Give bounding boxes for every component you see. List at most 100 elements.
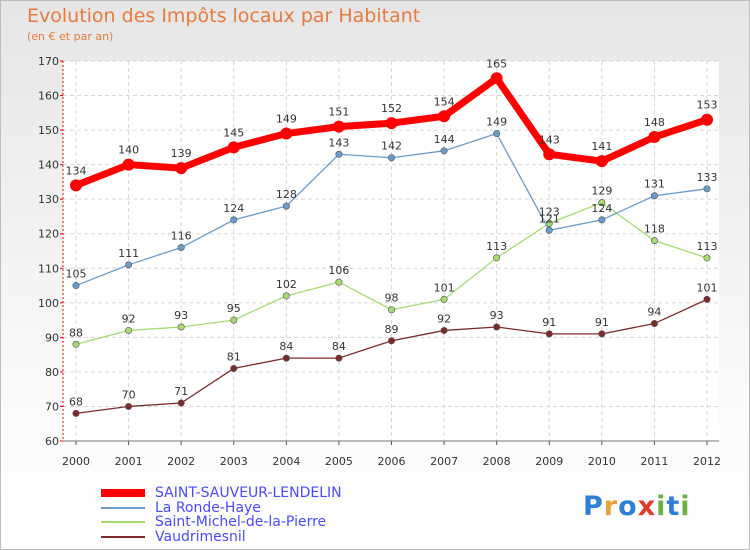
data-label: 133 xyxy=(697,171,718,184)
data-point xyxy=(335,354,343,362)
data-point xyxy=(595,155,608,168)
data-point xyxy=(650,237,658,245)
data-label: 88 xyxy=(69,326,83,339)
data-point xyxy=(177,323,185,331)
data-point xyxy=(230,216,238,224)
data-point xyxy=(282,292,290,300)
data-point xyxy=(227,141,240,154)
data-point xyxy=(280,127,293,140)
data-point xyxy=(125,326,133,334)
x-tick-label: 2002 xyxy=(167,455,195,468)
y-tick-label: 160 xyxy=(38,90,59,103)
data-point xyxy=(650,192,658,200)
data-label: 92 xyxy=(122,312,136,325)
data-point xyxy=(598,199,606,207)
legend-item: La Ronde-Haye xyxy=(101,501,342,516)
data-label: 71 xyxy=(174,385,188,398)
logo-letter: r xyxy=(603,491,619,522)
data-label: 149 xyxy=(486,116,507,129)
x-tick-label: 2001 xyxy=(115,455,143,468)
data-point xyxy=(440,326,448,334)
data-point xyxy=(493,323,501,331)
data-point xyxy=(387,337,395,345)
data-point xyxy=(125,261,133,269)
data-point xyxy=(703,254,711,262)
y-tick-label: 80 xyxy=(45,366,59,379)
data-label: 84 xyxy=(332,340,346,353)
data-label: 142 xyxy=(381,140,402,153)
logo-letter: P xyxy=(583,491,604,522)
logo-letter: o xyxy=(618,491,638,522)
y-tick-label: 120 xyxy=(38,228,59,241)
y-tick-label: 100 xyxy=(38,297,59,310)
data-label: 153 xyxy=(697,99,718,112)
data-label: 165 xyxy=(486,57,507,70)
x-tick-label: 2005 xyxy=(325,455,353,468)
data-point xyxy=(598,216,606,224)
data-label: 139 xyxy=(171,147,192,160)
data-label: 102 xyxy=(276,278,297,291)
x-tick-label: 2012 xyxy=(693,455,721,468)
legend-item: Saint-Michel-de-la-Pierre xyxy=(101,515,342,530)
data-label: 113 xyxy=(486,240,507,253)
data-point xyxy=(335,278,343,286)
legend-swatch xyxy=(101,535,145,538)
data-label: 111 xyxy=(118,247,139,260)
data-point xyxy=(335,150,343,158)
y-tick-label: 70 xyxy=(45,400,59,413)
legend-item: Vaudrimesnil xyxy=(101,530,342,545)
data-point xyxy=(648,131,661,143)
data-point xyxy=(387,154,395,162)
y-tick-label: 140 xyxy=(38,159,59,172)
legend-label: SAINT-SAUVEUR-LENDELIN xyxy=(155,485,342,501)
data-label: 134 xyxy=(66,164,87,177)
data-label: 105 xyxy=(66,268,87,281)
data-label: 95 xyxy=(227,302,241,315)
legend-item: SAINT-SAUVEUR-LENDELIN xyxy=(101,486,342,501)
data-label: 154 xyxy=(434,95,455,108)
data-label: 68 xyxy=(69,395,83,408)
data-label: 149 xyxy=(276,113,297,126)
data-point xyxy=(493,254,501,262)
y-tick-label: 90 xyxy=(45,331,59,344)
x-tick-label: 2000 xyxy=(62,455,90,468)
y-tick-label: 60 xyxy=(45,435,59,448)
chart-title: Evolution des Impôts locaux par Habitant xyxy=(27,5,421,27)
data-label: 91 xyxy=(542,316,556,329)
data-point xyxy=(703,185,711,193)
data-point xyxy=(385,117,398,130)
data-label: 101 xyxy=(697,281,718,294)
data-point xyxy=(72,282,80,290)
data-point xyxy=(230,316,238,324)
data-point xyxy=(440,295,448,303)
x-tick-label: 2004 xyxy=(272,455,300,468)
data-label: 94 xyxy=(647,306,661,319)
data-label: 144 xyxy=(434,133,455,146)
y-tick-label: 170 xyxy=(38,55,59,68)
data-point xyxy=(175,162,188,175)
data-label: 81 xyxy=(227,350,241,363)
x-tick-label: 2009 xyxy=(535,455,563,468)
legend-label: La Ronde-Haye xyxy=(155,499,261,516)
data-label: 124 xyxy=(223,202,244,215)
logo-letter: t xyxy=(666,491,681,522)
data-point xyxy=(490,72,503,85)
data-label: 113 xyxy=(697,240,718,253)
data-label: 131 xyxy=(644,178,665,191)
y-tick-label: 150 xyxy=(38,124,59,137)
data-label: 128 xyxy=(276,188,297,201)
data-label: 106 xyxy=(328,264,349,277)
data-label: 101 xyxy=(434,281,455,294)
data-point xyxy=(387,306,395,314)
data-label: 145 xyxy=(223,126,244,139)
x-tick-label: 2007 xyxy=(430,455,458,468)
legend-swatch xyxy=(101,506,145,509)
x-tick-label: 2003 xyxy=(220,455,248,468)
data-label: 116 xyxy=(171,230,192,243)
x-tick-label: 2008 xyxy=(483,455,511,468)
data-point xyxy=(545,226,553,234)
data-point xyxy=(701,113,713,126)
data-label: 123 xyxy=(539,205,560,218)
